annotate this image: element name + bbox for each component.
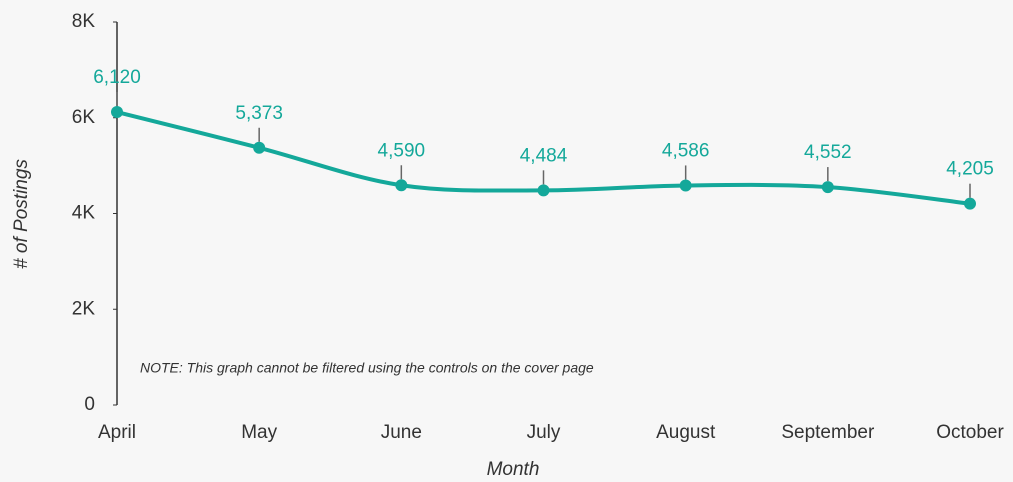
- y-tick-label: 6K: [72, 107, 96, 128]
- x-tick-label: August: [656, 422, 716, 443]
- note: NOTE: This graph cannot be filtered usin…: [140, 360, 594, 376]
- data-label: 4,586: [662, 140, 710, 161]
- data-label: 4,205: [946, 159, 994, 180]
- point: [537, 184, 550, 197]
- point: [395, 179, 408, 192]
- data-label: 6,120: [93, 67, 141, 88]
- y-tick-label: 8K: [72, 11, 96, 32]
- x-tick-label: September: [781, 422, 875, 443]
- data-label: 4,590: [378, 140, 426, 161]
- point: [679, 179, 692, 192]
- x-tick-label: October: [936, 422, 1004, 443]
- y-axis-title: # of Postings: [11, 159, 32, 269]
- x-tick-label: May: [241, 422, 277, 443]
- data-label: 4,552: [804, 142, 852, 163]
- point: [821, 181, 834, 194]
- x-axis-title: Month: [487, 459, 540, 480]
- x-tick-label: June: [381, 422, 422, 443]
- x-tick-label: July: [527, 422, 561, 443]
- point: [111, 106, 123, 119]
- x-tick-label: April: [98, 422, 136, 443]
- data-label: 4,484: [520, 145, 568, 166]
- y-tick-label: 2K: [72, 298, 96, 319]
- y-tick-label: 0: [84, 394, 95, 415]
- point: [964, 197, 976, 210]
- point: [253, 141, 266, 154]
- data-label: 5,373: [235, 103, 283, 124]
- y-tick-label: 4K: [72, 203, 96, 224]
